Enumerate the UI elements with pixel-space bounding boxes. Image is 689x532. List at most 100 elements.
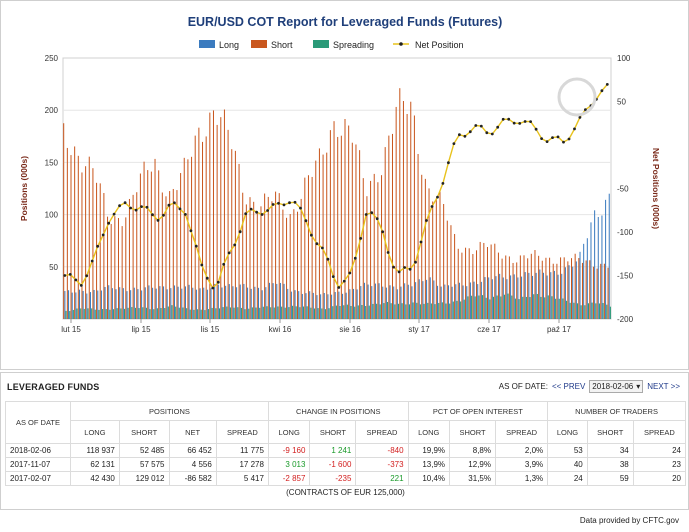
- bar-long: [433, 280, 435, 319]
- bar-short: [541, 260, 543, 319]
- bar-spreading: [602, 303, 604, 319]
- net-position-point: [249, 207, 253, 211]
- right-tick-label: -50: [617, 185, 629, 194]
- bar-short: [446, 220, 448, 319]
- bar-short: [165, 196, 167, 319]
- cell: 4 556: [168, 457, 217, 472]
- x-tick-label: sie 16: [339, 325, 361, 334]
- bar-spreading: [299, 307, 301, 319]
- bar-long: [243, 283, 245, 319]
- bar-spreading: [419, 304, 421, 319]
- bar-long: [462, 285, 464, 319]
- bar-short: [70, 155, 72, 319]
- bar-long: [309, 291, 311, 319]
- left-tick-label: 50: [49, 263, 58, 272]
- cell: 13,9%: [407, 457, 451, 472]
- left-tick-label: 100: [45, 211, 59, 220]
- bar-short: [253, 201, 255, 319]
- bar-spreading: [449, 303, 451, 319]
- x-tick-label: sty 17: [408, 325, 430, 334]
- cell: -9 160: [267, 443, 311, 458]
- net-position-point: [260, 213, 264, 216]
- bar-long: [111, 288, 113, 319]
- bar-long: [499, 273, 501, 319]
- bar-spreading: [145, 307, 147, 319]
- bar-short: [77, 155, 79, 319]
- bar-spreading: [503, 294, 505, 319]
- bar-spreading: [281, 306, 283, 319]
- bar-long: [108, 285, 110, 319]
- cell: 1,3%: [494, 471, 549, 486]
- col-long: LONG: [267, 420, 311, 444]
- bar-long: [517, 277, 519, 319]
- x-tick-label: paź 17: [547, 325, 572, 334]
- bar-long: [353, 288, 355, 319]
- bar-spreading: [240, 307, 242, 319]
- net-position-point: [436, 195, 439, 199]
- next-link[interactable]: NEXT >>: [647, 382, 680, 391]
- x-tick-label: lut 15: [61, 325, 81, 334]
- cell-date: 2018-02-06: [5, 443, 71, 458]
- bar-short: [150, 171, 152, 319]
- bar-short: [318, 148, 320, 319]
- legend-swatch-long: [199, 40, 215, 48]
- net-position-point: [414, 260, 417, 264]
- bar-spreading: [131, 307, 133, 319]
- legend-label: Spreading: [333, 40, 374, 50]
- prev-link[interactable]: << PREV: [551, 382, 586, 391]
- bar-spreading: [222, 307, 224, 319]
- bar-long: [203, 287, 205, 319]
- bar-spreading: [321, 308, 323, 319]
- bar-short: [212, 110, 214, 320]
- net-position-point: [134, 208, 138, 212]
- bar-long: [181, 288, 183, 319]
- bar-long: [173, 285, 176, 319]
- date-select[interactable]: 2018-02-06 ▾: [589, 380, 644, 393]
- bar-short: [384, 147, 386, 319]
- bar-long: [400, 286, 402, 319]
- right-tick-label: 50: [617, 98, 626, 107]
- bar-spreading: [80, 308, 82, 319]
- bar-spreading: [113, 309, 115, 319]
- x-tick-label: kwi 16: [269, 325, 292, 334]
- table-row: 2018-02-06 118 937 52 485 66 452 11 775 -9 16…: [5, 443, 687, 458]
- x-tick-label: lis 15: [201, 325, 220, 334]
- bar-long: [597, 216, 599, 319]
- bar-spreading: [332, 306, 334, 319]
- bar-spreading: [383, 303, 385, 319]
- cell: 20: [632, 471, 687, 486]
- bar-spreading: [522, 296, 524, 319]
- bar-spreading: [445, 303, 447, 319]
- bar-short: [560, 257, 562, 319]
- bar-long: [195, 289, 197, 319]
- bar-long: [155, 288, 157, 319]
- bar-spreading: [580, 305, 582, 319]
- bar-short: [307, 175, 309, 319]
- bar-spreading: [343, 305, 345, 319]
- bar-long: [404, 283, 406, 319]
- bar-short: [563, 257, 565, 319]
- net-position-point: [474, 124, 478, 127]
- legend-label: Net Position: [415, 40, 464, 50]
- cell-date: 2017-11-07: [5, 457, 71, 472]
- bar-long: [407, 284, 409, 319]
- cell: 8,8%: [449, 443, 496, 458]
- net-position-point: [348, 271, 352, 275]
- bar-long: [327, 294, 329, 319]
- net-position-point: [310, 233, 313, 237]
- bar-spreading: [354, 306, 356, 319]
- bar-spreading: [120, 308, 122, 319]
- bar-short: [223, 109, 225, 320]
- net-position-point: [556, 135, 560, 139]
- bar-long: [239, 284, 241, 319]
- bar-spreading: [284, 307, 286, 319]
- col-spread: SPREAD: [355, 420, 409, 444]
- bar-short: [128, 198, 130, 319]
- bar-long: [524, 272, 526, 319]
- bar-short: [311, 176, 313, 319]
- bar-long: [466, 286, 468, 319]
- bar-short: [194, 135, 196, 319]
- bar-short: [125, 217, 127, 319]
- bar-long: [418, 279, 420, 319]
- table-header-bar: LEVERAGED FUNDS AS OF DATE: << PREV 2018…: [1, 373, 688, 401]
